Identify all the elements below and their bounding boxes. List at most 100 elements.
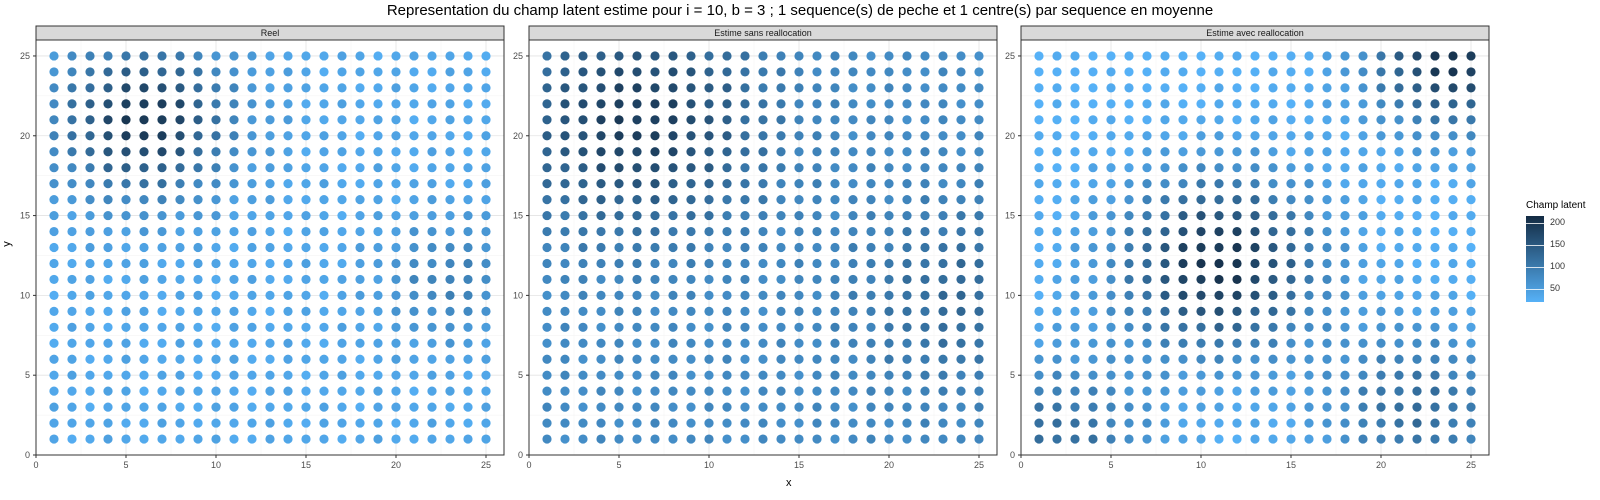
data-point — [283, 147, 293, 157]
data-point — [596, 338, 606, 348]
data-point — [103, 258, 113, 269]
data-point — [445, 67, 455, 77]
data-point — [445, 83, 455, 93]
data-point — [956, 195, 966, 205]
data-point — [1214, 354, 1224, 364]
data-point — [355, 242, 365, 253]
data-point — [1160, 258, 1170, 269]
data-point — [1250, 434, 1260, 444]
data-point — [848, 179, 858, 189]
data-point — [301, 51, 311, 61]
data-point — [445, 258, 455, 269]
data-point — [283, 226, 293, 237]
data-point — [902, 179, 912, 189]
data-point — [67, 258, 77, 269]
data-point — [355, 354, 365, 364]
data-point — [740, 290, 750, 300]
data-point — [920, 210, 930, 221]
data-point — [139, 115, 149, 125]
data-point — [938, 338, 948, 348]
data-point — [1268, 99, 1278, 109]
data-point — [542, 115, 552, 125]
data-point — [409, 179, 419, 189]
data-point — [920, 386, 930, 396]
data-point — [1376, 258, 1386, 269]
data-point — [830, 242, 840, 253]
data-point — [1124, 242, 1134, 253]
data-point — [1178, 51, 1188, 61]
data-point — [596, 195, 606, 205]
data-point — [1304, 338, 1314, 348]
data-point — [1376, 338, 1386, 348]
data-point — [1232, 322, 1242, 332]
data-point — [1250, 242, 1260, 253]
data-point — [1106, 210, 1116, 221]
data-point — [1358, 99, 1368, 109]
data-point — [121, 370, 131, 380]
data-point — [175, 370, 185, 380]
data-point — [1412, 99, 1422, 109]
data-point — [884, 386, 894, 396]
data-point — [1466, 434, 1476, 444]
data-point — [830, 131, 840, 141]
data-point — [373, 226, 383, 237]
data-point — [229, 163, 239, 173]
data-point — [427, 290, 437, 300]
data-point — [542, 99, 552, 109]
data-point — [445, 322, 455, 332]
data-point — [1304, 402, 1314, 412]
data-point — [920, 67, 930, 77]
data-point — [229, 322, 239, 332]
data-point — [1250, 418, 1260, 428]
data-point — [1232, 83, 1242, 93]
data-point — [409, 274, 419, 285]
data-point — [49, 67, 59, 77]
data-point — [1358, 322, 1368, 332]
data-point — [740, 402, 750, 412]
data-point — [848, 195, 858, 205]
data-point — [193, 418, 203, 428]
data-point — [902, 147, 912, 157]
data-point — [902, 258, 912, 269]
data-point — [1052, 258, 1062, 269]
data-point — [1412, 434, 1422, 444]
data-point — [632, 258, 642, 269]
data-point — [614, 274, 624, 285]
data-point — [1466, 242, 1476, 253]
data-point — [956, 226, 966, 237]
data-point — [578, 242, 588, 253]
data-point — [722, 418, 732, 428]
data-point — [1178, 322, 1188, 332]
data-point — [794, 290, 804, 300]
data-point — [193, 258, 203, 269]
data-point — [157, 338, 167, 348]
data-point — [1286, 354, 1296, 364]
data-point — [427, 195, 437, 205]
data-point — [157, 83, 167, 93]
data-point — [794, 306, 804, 316]
data-point — [884, 306, 894, 316]
data-point — [1412, 115, 1422, 125]
data-point — [1070, 115, 1080, 125]
data-point — [103, 354, 113, 364]
data-point — [265, 322, 275, 332]
data-point — [337, 83, 347, 93]
data-point — [1358, 370, 1368, 380]
data-point — [1268, 402, 1278, 412]
data-point — [956, 147, 966, 157]
data-point — [1106, 179, 1116, 189]
data-point — [974, 418, 984, 428]
data-point — [920, 195, 930, 205]
data-point — [427, 99, 437, 109]
data-point — [650, 402, 660, 412]
data-point — [578, 402, 588, 412]
data-point — [1052, 210, 1062, 221]
data-point — [481, 131, 491, 141]
data-point — [1448, 354, 1458, 364]
data-point — [560, 290, 570, 300]
data-point — [1340, 83, 1350, 93]
y-tick-label: 15 — [513, 211, 523, 221]
data-point — [920, 99, 930, 109]
data-point — [1052, 163, 1062, 173]
data-point — [193, 147, 203, 157]
